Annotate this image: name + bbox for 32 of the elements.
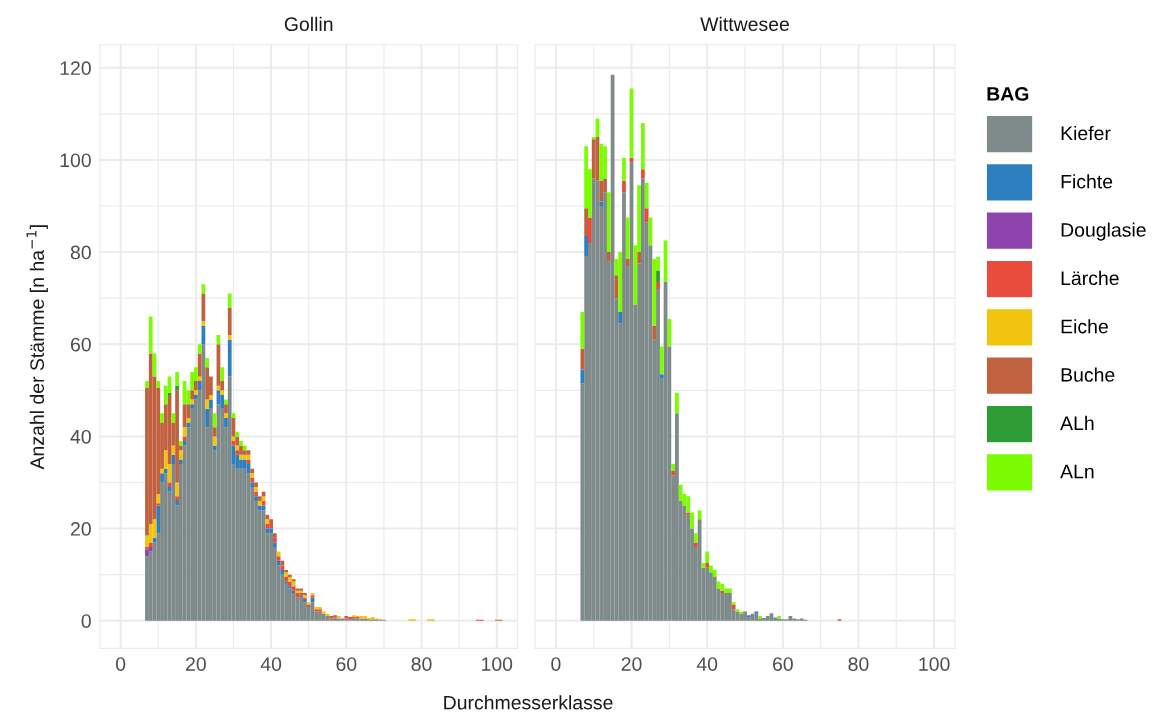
y-axis-title: Anzahl der Stämme [n ha$^{−1}$] (26, 225, 48, 470)
y-tick-label: 100 (60, 153, 91, 168)
legend-label: ALh (1060, 415, 1094, 430)
legend-label: Douglasie (1061, 222, 1146, 241)
x-tick-label: 20 (621, 657, 642, 671)
legend-label: Kiefer (1061, 125, 1111, 141)
y-tick-label: 120 (60, 61, 91, 76)
x-tick-label: 100 (919, 657, 950, 671)
y-tick-label: 60 (70, 337, 91, 352)
x-tick-label: 60 (336, 657, 357, 671)
legend-label: Lärche (1061, 270, 1119, 286)
legend-label: ALn (1060, 464, 1094, 479)
legend-label: Eiche (1061, 319, 1108, 334)
x-tick-label: 60 (772, 657, 793, 671)
y-tick-label: 80 (70, 245, 91, 260)
chart-title: Wittwesee (700, 16, 789, 32)
legend-label: Fichte (1061, 174, 1113, 189)
legend-title: BAG (987, 86, 1029, 101)
x-tick-label: 80 (848, 657, 869, 671)
y-tick-label: 0 (81, 614, 91, 628)
legend-label: Buche (1061, 367, 1115, 382)
x-tick-label: 0 (116, 657, 126, 671)
y-tick-label: 40 (70, 429, 91, 444)
x-tick-label: 40 (260, 657, 282, 671)
chart-title: Gollin (284, 16, 333, 32)
x-tick-label: 0 (551, 657, 561, 671)
x-tick-label: 100 (482, 657, 513, 671)
x-tick-label: 20 (186, 657, 206, 671)
x-axis-title: Durchmesserklasse (444, 695, 613, 710)
x-tick-label: 80 (411, 657, 432, 671)
y-tick-label: 20 (70, 522, 91, 536)
x-tick-label: 40 (696, 657, 718, 671)
